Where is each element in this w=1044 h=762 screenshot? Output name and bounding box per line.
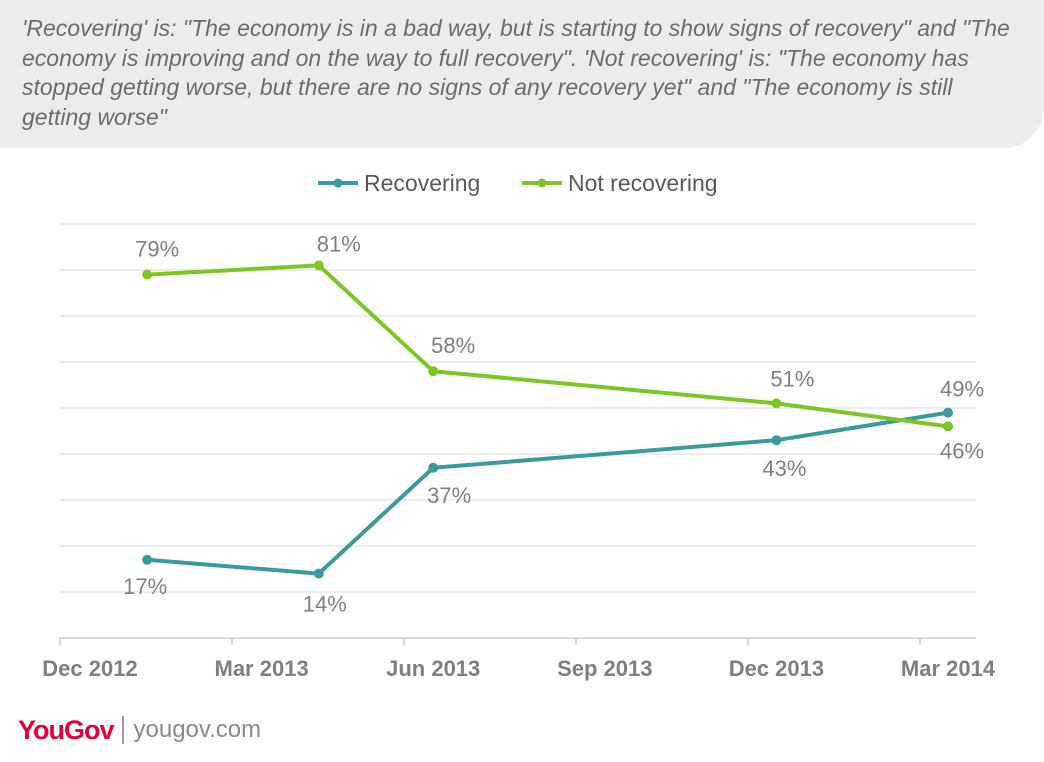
series-line [147, 410, 949, 576]
yougov-logo: YouGov [18, 714, 115, 745]
data-point [313, 260, 324, 271]
line-chart: Dec 2012 Mar 2013 Jun 2013 Sep 2013 Dec 2013… [42, 170, 996, 681]
data-label: 58% [431, 333, 475, 358]
x-tick-label: Mar 2013 [215, 656, 309, 681]
footer: YouGov yougov.com [18, 712, 261, 748]
data-point [142, 554, 153, 565]
data-point [771, 435, 782, 446]
x-tick-label: Dec 2012 [42, 656, 137, 681]
x-tick-label: Dec 2013 [729, 656, 824, 681]
data-label: 46% [940, 438, 984, 463]
definition-note: 'Recovering' is: "The economy is in a ba… [0, 0, 1044, 148]
data-label: 14% [303, 592, 347, 617]
data-label: 43% [762, 456, 806, 481]
footer-site: yougov.com [133, 716, 262, 743]
x-tick-label: Sep 2013 [557, 656, 652, 681]
legend-marker [333, 178, 343, 188]
data-point [428, 462, 439, 473]
data-point [428, 366, 439, 377]
data-label: 51% [770, 366, 814, 391]
legend-label: Recovering [364, 170, 480, 196]
data-point [943, 407, 953, 418]
data-label: 37% [427, 483, 471, 508]
data-point [771, 398, 782, 409]
data-label: 81% [317, 231, 361, 256]
data-label: 49% [940, 377, 984, 402]
data-point [943, 421, 953, 432]
data-label: 79% [135, 237, 179, 262]
series-line [147, 263, 949, 429]
data-point [313, 568, 324, 579]
legend-label: Not recovering [568, 170, 718, 196]
legend-marker [537, 178, 547, 188]
x-tick-label: Mar 2014 [901, 656, 996, 681]
data-label: 17% [123, 574, 167, 599]
footer-divider [121, 716, 124, 744]
data-point [142, 269, 153, 280]
x-tick-label: Jun 2013 [386, 656, 480, 681]
definition-note-text: 'Recovering' is: "The economy is in a ba… [22, 15, 1010, 130]
